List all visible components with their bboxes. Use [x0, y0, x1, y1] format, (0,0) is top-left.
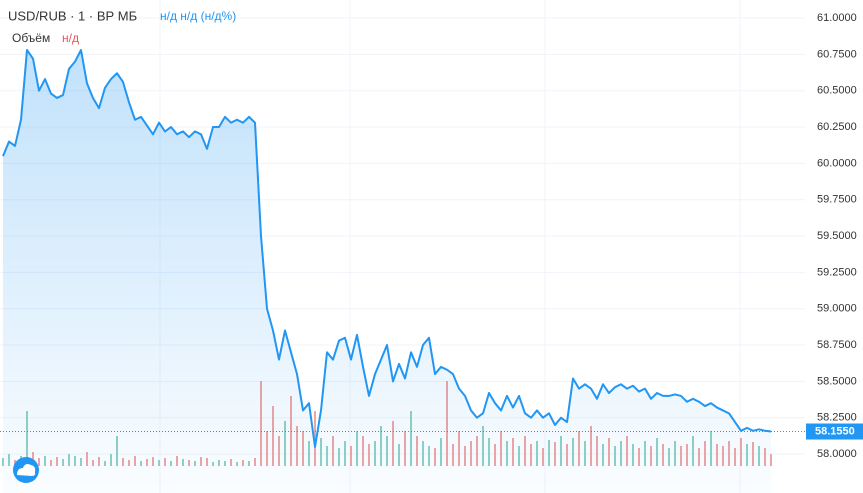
y-tick-label: 58.2500 [817, 412, 857, 424]
price-line [2, 48, 772, 448]
volume-value: н/д [62, 31, 79, 45]
y-tick-label: 59.7500 [817, 194, 857, 206]
last-price-box [806, 423, 863, 440]
y-tick-label: 59.0000 [817, 303, 857, 315]
last-price-label: 58.1550 [815, 425, 855, 437]
y-tick-label: 60.5000 [817, 85, 857, 97]
area-fill [3, 49, 771, 493]
y-tick-label: 60.2500 [817, 121, 857, 133]
y-tick-label: 60.0000 [817, 157, 857, 169]
y-tick-label: 58.5000 [817, 375, 857, 387]
logo [13, 457, 39, 483]
volume-bar [314, 411, 316, 466]
y-tick-label: 61.0000 [817, 12, 857, 24]
y-tick-label: 59.5000 [817, 230, 857, 242]
y-tick-label: 58.7500 [817, 339, 857, 351]
y-tick-label: 58.0000 [817, 448, 857, 460]
symbol: USD/RUB · 1 · ВР МБ [8, 8, 137, 23]
y-tick-label: 60.7500 [817, 48, 857, 60]
change: н/д н/д (н/д%) [160, 9, 236, 23]
y-tick-label: 59.2500 [817, 266, 857, 278]
volume-label: Объём [12, 31, 50, 45]
